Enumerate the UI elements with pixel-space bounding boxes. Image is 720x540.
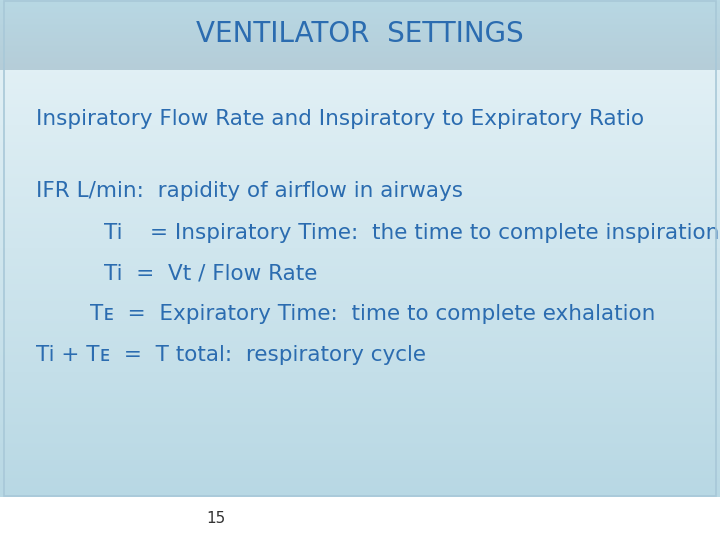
Text: IFR L/min:  rapidity of airflow in airways: IFR L/min: rapidity of airflow in airway… bbox=[36, 181, 463, 201]
Text: Ti    = Inspiratory Time:  the time to complete inspiration: Ti = Inspiratory Time: the time to compl… bbox=[104, 224, 720, 244]
Text: 15: 15 bbox=[207, 511, 225, 526]
Text: VENTILATOR  SETTINGS: VENTILATOR SETTINGS bbox=[196, 20, 524, 48]
Text: Ti + Tᴇ  =  T total:  respiratory cycle: Ti + Tᴇ = T total: respiratory cycle bbox=[36, 345, 426, 365]
Text: Tᴇ  =  Expiratory Time:  time to complete exhalation: Tᴇ = Expiratory Time: time to complete e… bbox=[90, 304, 655, 324]
Text: Inspiratory Flow Rate and Inspiratory to Expiratory Ratio: Inspiratory Flow Rate and Inspiratory to… bbox=[36, 109, 644, 129]
Text: Ti  =  Vt / Flow Rate: Ti = Vt / Flow Rate bbox=[104, 263, 318, 284]
